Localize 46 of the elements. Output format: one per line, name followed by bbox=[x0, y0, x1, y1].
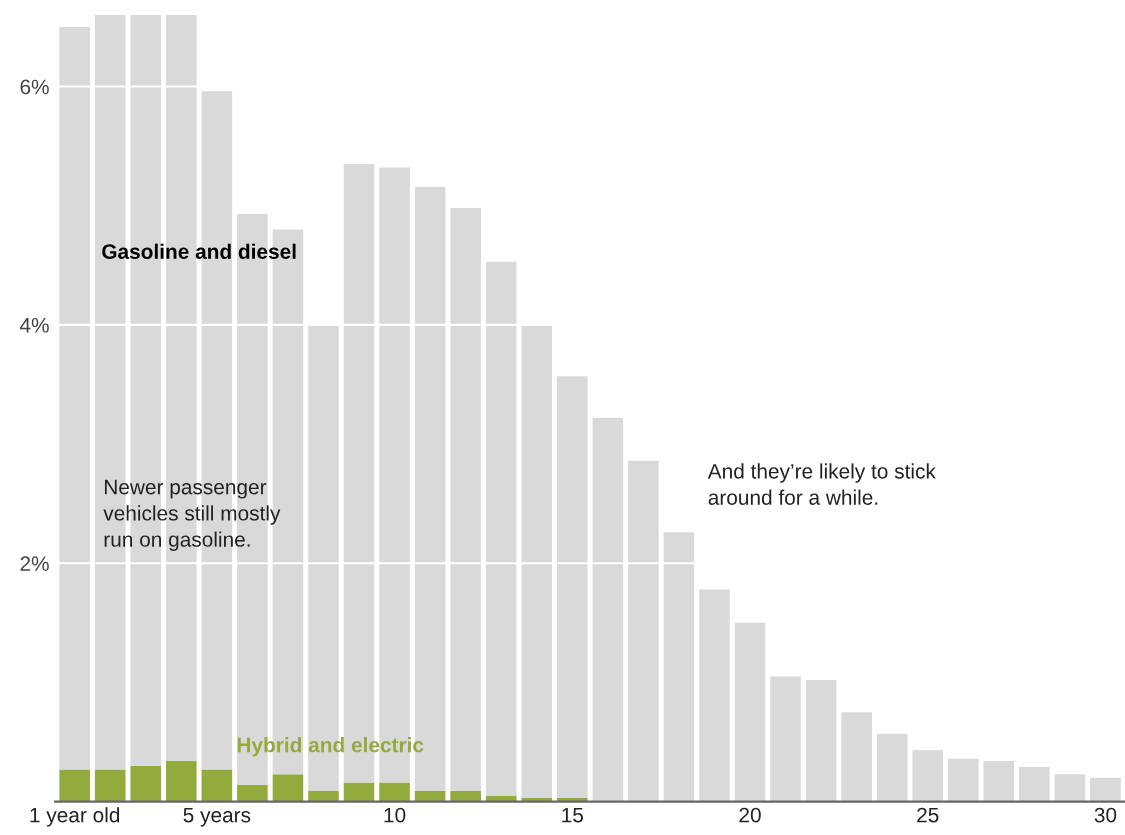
y-tick-label: 6% bbox=[20, 79, 49, 95]
bar bbox=[59, 769, 90, 802]
x-tick-label: 15 bbox=[562, 807, 583, 823]
bar bbox=[450, 790, 481, 802]
bar bbox=[485, 261, 517, 796]
series-label: Hybrid and electric bbox=[237, 737, 424, 757]
bar bbox=[343, 782, 375, 802]
bar bbox=[983, 761, 1015, 802]
bar bbox=[308, 790, 339, 802]
bar bbox=[130, 765, 162, 802]
bar bbox=[450, 208, 481, 791]
x-tick-label: 1 year old bbox=[30, 807, 120, 827]
x-tick-label: 25 bbox=[917, 807, 939, 823]
bar bbox=[912, 750, 944, 802]
bar bbox=[770, 676, 801, 802]
bar bbox=[841, 712, 872, 802]
bar bbox=[94, 769, 126, 802]
annotation: Newer passenger vehicles still mostly run on gasoline. bbox=[103, 479, 281, 551]
bar bbox=[628, 460, 659, 802]
bar bbox=[734, 622, 766, 802]
bar bbox=[237, 784, 268, 802]
bar bbox=[557, 376, 588, 799]
bar bbox=[699, 589, 730, 802]
annotation: And they’re likely to stick around for a while. bbox=[707, 463, 936, 505]
bar bbox=[805, 680, 837, 802]
bar bbox=[663, 532, 695, 802]
x-tick-label: 10 bbox=[384, 807, 406, 823]
bar bbox=[272, 774, 304, 802]
bar bbox=[1019, 767, 1050, 802]
y-tick-label: 2% bbox=[20, 556, 49, 571]
bar bbox=[521, 324, 553, 799]
bar bbox=[201, 769, 233, 802]
bar bbox=[1054, 774, 1086, 802]
x-tick-label: 5 years bbox=[183, 807, 251, 827]
bar bbox=[59, 26, 90, 770]
bar bbox=[876, 733, 908, 802]
bar bbox=[379, 782, 410, 802]
bar bbox=[1090, 777, 1121, 802]
bar bbox=[947, 758, 979, 802]
series-label: Gasoline and diesel bbox=[102, 243, 296, 259]
x-tick-label: 30 bbox=[1094, 807, 1117, 823]
y-tick-label: 4% bbox=[19, 317, 49, 333]
bar bbox=[592, 417, 624, 802]
bar bbox=[414, 790, 446, 802]
bar bbox=[166, 761, 197, 802]
x-tick-label: 20 bbox=[739, 807, 761, 823]
